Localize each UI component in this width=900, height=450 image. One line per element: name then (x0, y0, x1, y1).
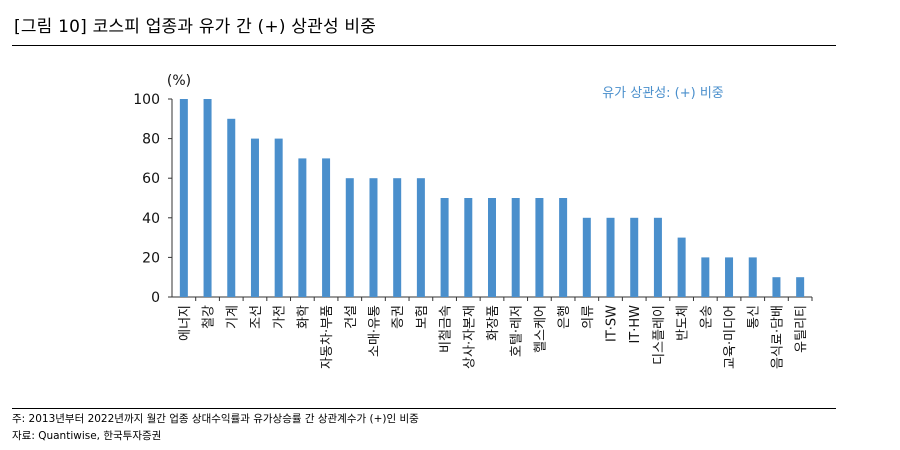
bar (179, 99, 188, 297)
y-axis-unit: (%) (167, 73, 191, 89)
x-tick-label: 헬스케어 (533, 305, 548, 353)
source-note: 자료: Quantiwise, 한국투자증권 (12, 430, 162, 442)
y-tick-label: 0 (151, 290, 160, 306)
bar (416, 178, 425, 297)
bar (322, 158, 331, 297)
title-underline (12, 45, 836, 46)
bar (630, 217, 639, 297)
bar (511, 198, 520, 297)
bar (464, 198, 473, 297)
x-tick-label: 의류 (581, 305, 596, 329)
x-tick-label: 통신 (747, 305, 762, 329)
bar (274, 138, 283, 297)
footer-rule (12, 408, 836, 409)
bar (369, 178, 378, 297)
x-tick-label: 비철금속 (439, 305, 454, 353)
bar (677, 237, 686, 297)
bar (488, 198, 496, 297)
bar (606, 217, 615, 297)
y-tick-label: 20 (142, 250, 160, 266)
x-tick-label: 철강 (202, 305, 217, 329)
bar (796, 277, 805, 297)
x-tick-label: 호텔·레저 (510, 305, 525, 357)
chart-title: [그림 10] 코스피 업종과 유가 간 (+) 상관성 비중 (14, 17, 377, 37)
x-tick-label: 음식료·담배 (770, 305, 785, 369)
y-tick-label: 40 (142, 211, 160, 227)
x-tick-label: 교육·미디어 (723, 305, 738, 369)
x-tick-label: 자동차·부품 (320, 305, 335, 369)
x-tick-label: 건설 (344, 305, 359, 329)
bar (203, 99, 212, 297)
bar (653, 217, 662, 297)
y-tick-label: 60 (142, 171, 160, 187)
bar (748, 257, 757, 297)
y-tick-label: 80 (142, 132, 160, 148)
x-tick-label: 상사·자본재 (462, 305, 477, 369)
bar (582, 217, 591, 297)
legend-label: 유가 상관성: (+) 비중 (602, 86, 724, 101)
x-tick-label: 화장품 (486, 305, 501, 341)
bar (559, 198, 568, 297)
x-tick-label: 운송 (699, 305, 714, 329)
x-tick-label: 에너지 (178, 305, 193, 341)
footnote: 주: 2013년부터 2022년까지 월간 업종 상대수익률과 유가상승률 간 … (12, 413, 419, 425)
x-tick-label: 기계 (225, 305, 240, 329)
x-tick-label: 유틸리티 (794, 305, 809, 353)
y-tick-label: 100 (133, 92, 160, 108)
bar (250, 138, 259, 297)
x-tick-label: 반도체 (676, 305, 691, 341)
bar (345, 178, 354, 297)
x-tick-label: 소매·유통 (367, 305, 382, 357)
bar (227, 118, 236, 297)
bar (701, 257, 710, 297)
x-tick-label: 디스플레이 (652, 305, 667, 365)
x-tick-label: IT·SW (605, 305, 620, 342)
bar (440, 198, 449, 297)
x-tick-label: 화학 (296, 305, 311, 329)
bar (393, 178, 402, 297)
x-tick-label: 증권 (391, 305, 406, 329)
bar (535, 198, 544, 297)
x-tick-label: 조선 (249, 305, 264, 329)
x-tick-label: 가전 (273, 305, 288, 329)
bar (725, 257, 734, 297)
x-tick-label: 은행 (556, 305, 572, 329)
bar (772, 277, 781, 297)
x-tick-label: IT·HW (628, 305, 643, 344)
bar (298, 158, 307, 297)
x-tick-label: 보험 (415, 305, 430, 329)
